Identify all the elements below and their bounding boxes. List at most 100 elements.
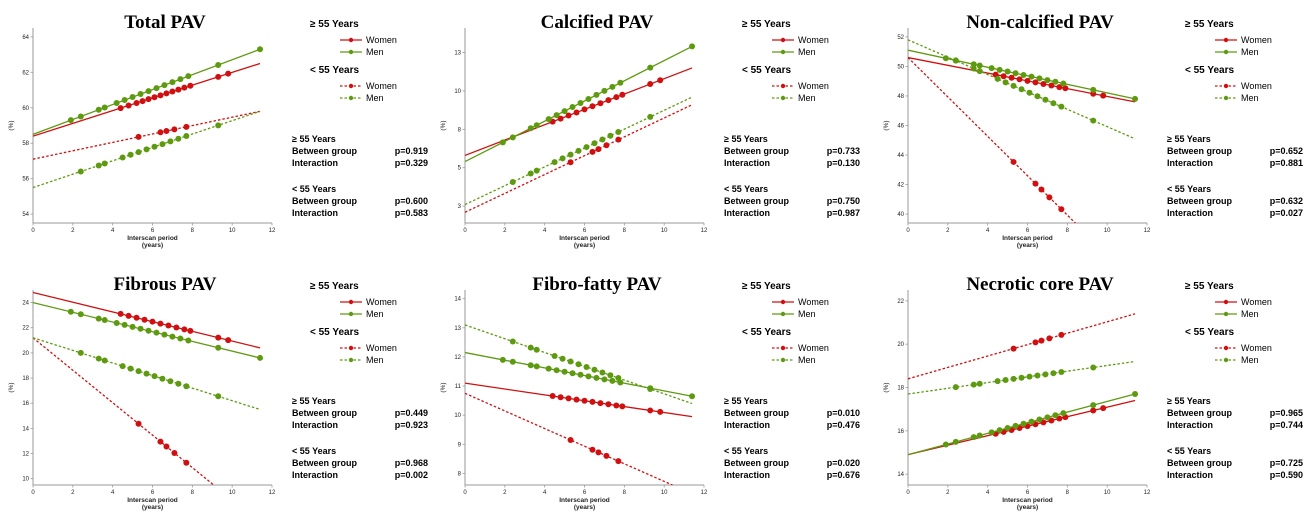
- data-point: [565, 395, 572, 402]
- data-point: [996, 66, 1003, 73]
- stats-p-value: p=0.002: [395, 470, 428, 480]
- x-axis-label-units: (years): [574, 504, 595, 511]
- x-tick-label: 8: [1066, 228, 1070, 234]
- data-point: [595, 449, 602, 456]
- stats-heading: ≥ 55 Years: [724, 396, 768, 406]
- data-point: [157, 129, 164, 136]
- data-point: [561, 108, 568, 115]
- data-point: [527, 344, 534, 351]
- stats-label: Between group: [292, 458, 358, 468]
- data-point: [1026, 373, 1033, 380]
- series-line-men-under-55: [465, 324, 693, 405]
- data-point: [615, 458, 622, 465]
- legend-heading-55-plus: ≥ 55 Years: [310, 281, 359, 292]
- series-line-men-under-55: [465, 96, 693, 206]
- data-point: [215, 344, 222, 351]
- y-tick-label: 18: [22, 376, 29, 382]
- data-point: [95, 315, 102, 322]
- x-axis-label: Interscan period: [127, 235, 178, 242]
- legend-marker-women-55-plus: [1223, 37, 1229, 43]
- data-point: [583, 363, 590, 370]
- chart-title: Total PAV: [124, 12, 206, 33]
- y-axis-label: (%): [883, 120, 890, 130]
- data-point: [157, 438, 164, 445]
- x-tick-label: 12: [1144, 228, 1151, 234]
- x-axis-label: Interscan period: [1002, 235, 1053, 242]
- y-tick-label: 12: [22, 452, 29, 458]
- data-point: [988, 65, 995, 72]
- stats-label: Interaction: [292, 208, 338, 218]
- legend-marker-men-55-plus: [780, 311, 786, 317]
- x-tick-label: 4: [986, 490, 990, 496]
- data-point: [1040, 80, 1047, 87]
- y-tick-label: 12: [454, 355, 461, 361]
- data-point: [561, 368, 568, 375]
- data-point: [119, 363, 126, 370]
- y-tick-label: 20: [22, 351, 29, 357]
- data-point: [994, 378, 1001, 385]
- data-point: [1010, 375, 1017, 382]
- legend-marker-men-55-plus: [348, 49, 354, 55]
- data-point: [181, 326, 188, 333]
- stats-label: Between group: [292, 146, 358, 156]
- data-point: [1090, 402, 1097, 409]
- y-tick-label: 13: [454, 51, 461, 57]
- data-point: [591, 140, 598, 147]
- data-point: [1058, 369, 1065, 376]
- data-point: [1026, 89, 1033, 96]
- data-point: [257, 354, 264, 361]
- legend-marker-women-under-55: [780, 345, 786, 351]
- stats-heading: ≥ 55 Years: [292, 396, 336, 406]
- data-point: [121, 321, 128, 328]
- data-point: [163, 90, 170, 97]
- data-point: [689, 393, 696, 400]
- legend-heading-under-55: < 55 Years: [1185, 327, 1234, 338]
- x-tick-label: 4: [111, 490, 115, 496]
- data-point: [67, 117, 74, 124]
- data-point: [1002, 377, 1009, 384]
- chart-svg: Necrotic core PAV 0 2 4 6 8 10 12 14 16 18 20 22 Inte…: [883, 274, 1303, 511]
- stats-label: Interaction: [1167, 470, 1213, 480]
- data-point: [509, 134, 516, 141]
- stats-heading: ≥ 55 Years: [292, 134, 336, 144]
- data-point: [1058, 206, 1065, 213]
- data-point: [567, 437, 574, 444]
- data-point: [577, 99, 584, 106]
- data-point: [589, 103, 596, 110]
- y-tick-label: 8: [458, 127, 462, 133]
- data-point: [533, 167, 540, 174]
- data-point: [599, 369, 606, 376]
- x-tick-label: 2: [503, 490, 507, 496]
- x-tick-label: 8: [191, 228, 195, 234]
- data-point: [615, 375, 622, 382]
- x-tick-label: 10: [229, 228, 236, 234]
- data-point: [77, 311, 84, 318]
- x-tick-label: 10: [661, 228, 668, 234]
- stats-p-value: p=0.590: [1270, 470, 1303, 480]
- stats-label: Between group: [724, 196, 790, 206]
- y-tick-label: 22: [897, 299, 904, 305]
- data-point: [169, 333, 176, 340]
- stats-label: Between group: [724, 458, 790, 468]
- data-point: [1132, 391, 1139, 397]
- data-point: [1034, 372, 1041, 379]
- data-point: [1100, 405, 1107, 412]
- data-point: [135, 149, 142, 156]
- data-point: [151, 373, 158, 380]
- data-point: [527, 170, 534, 177]
- x-axis-label: Interscan period: [127, 497, 178, 504]
- legend-marker-men-55-plus: [780, 49, 786, 55]
- stats-label: Interaction: [724, 420, 770, 430]
- data-point: [1058, 331, 1065, 338]
- data-point: [145, 96, 152, 103]
- data-point: [101, 104, 108, 111]
- data-point: [499, 139, 506, 146]
- x-tick-label: 2: [71, 490, 75, 496]
- legend-marker-men-under-55: [348, 357, 354, 363]
- data-point: [976, 68, 983, 75]
- data-point: [527, 362, 534, 369]
- legend-marker-women-under-55: [1223, 83, 1229, 89]
- data-point: [1048, 82, 1055, 89]
- stats-heading: < 55 Years: [724, 184, 768, 194]
